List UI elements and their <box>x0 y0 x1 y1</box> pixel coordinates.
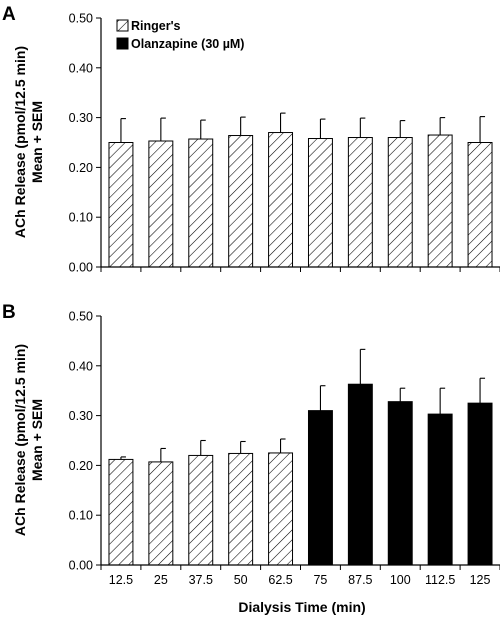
y-axis-title-line1-a: ACh Release (pmol/12.5 min) <box>12 46 28 238</box>
y-tick-label: 0.40 <box>69 359 93 373</box>
x-tick-label: 112.5 <box>425 573 455 587</box>
bar-olanzapine <box>467 402 493 566</box>
bar-olanzapine <box>347 383 373 566</box>
y-tick-label: 0.30 <box>69 409 93 423</box>
legend: Ringer's Olanzapine (30 µM) <box>116 19 244 51</box>
x-tick-label: 100 <box>390 573 411 587</box>
x-tick-label: 12.5 <box>109 573 133 587</box>
bar-ringers <box>108 458 134 566</box>
y-tick-label: 0.10 <box>69 509 93 523</box>
y-tick-label: 0.20 <box>69 459 93 473</box>
bar-ringers <box>188 454 214 566</box>
y-tick-label: 0.30 <box>69 111 93 125</box>
y-tick-label: 0.00 <box>69 261 93 275</box>
bar-ringers <box>347 137 373 268</box>
chart-panel-a: A ACh Release (pmol/12.5 min) Mean + SEM… <box>2 4 500 275</box>
x-tick-label: 25 <box>154 573 168 587</box>
bar-ringers <box>108 142 134 268</box>
legend-item-olanzapine: Olanzapine (30 µM) <box>116 37 244 51</box>
panel-label-b: B <box>2 302 16 323</box>
legend-label-ringers: Ringer's <box>131 19 181 33</box>
bar-ringers <box>427 134 453 268</box>
y-tick-label: 0.00 <box>69 559 93 573</box>
bar-ringers <box>307 138 333 268</box>
y-axis-title-line2-b: Mean + SEM <box>29 399 45 481</box>
bar-ringers <box>387 137 413 268</box>
legend-swatch-ringers <box>116 19 129 32</box>
bar-ringers <box>148 461 174 566</box>
bar-ringers <box>268 452 294 566</box>
x-tick-label: 62.5 <box>268 573 292 587</box>
y-axis-title-line2-a: Mean + SEM <box>29 101 45 183</box>
bar-ringers <box>188 138 214 268</box>
bar-ringers <box>467 142 493 268</box>
bar-ringers <box>268 132 294 268</box>
legend-item-ringers: Ringer's <box>116 19 181 33</box>
bar-ringers <box>228 452 254 566</box>
bar-olanzapine <box>427 413 453 566</box>
legend-label-olanzapine: Olanzapine (30 µM) <box>131 37 244 51</box>
chart-panel-b: B ACh Release (pmol/12.5 min) Mean + SEM… <box>2 302 500 615</box>
x-tick-label: 125 <box>470 573 491 587</box>
y-tick-label: 0.20 <box>69 161 93 175</box>
x-tick-label: 50 <box>234 573 248 587</box>
x-tick-label: 87.5 <box>348 573 372 587</box>
bar-olanzapine <box>387 401 413 566</box>
y-axis-title-line1-b: ACh Release (pmol/12.5 min) <box>12 344 28 536</box>
y-tick-label: 0.10 <box>69 211 93 225</box>
x-axis-title: Dialysis Time (min) <box>238 599 365 615</box>
y-tick-label: 0.50 <box>69 310 93 324</box>
legend-swatch-olanzapine <box>116 37 129 50</box>
x-tick-label: 75 <box>313 573 327 587</box>
bar-olanzapine <box>307 410 333 566</box>
bar-ringers <box>228 135 254 268</box>
y-tick-label: 0.50 <box>69 12 93 26</box>
x-tick-label: 37.5 <box>189 573 213 587</box>
bar-ringers <box>148 140 174 268</box>
panel-label-a: A <box>2 4 16 25</box>
y-tick-label: 0.40 <box>69 61 93 75</box>
